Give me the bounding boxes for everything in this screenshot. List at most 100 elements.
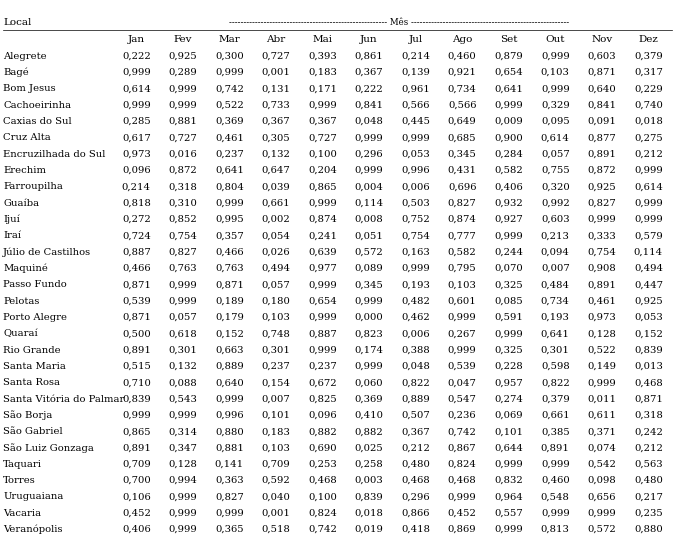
Text: 0,866: 0,866 (401, 509, 430, 518)
Text: Santa Maria: Santa Maria (3, 362, 66, 371)
Text: 0,999: 0,999 (168, 84, 197, 93)
Text: 0,466: 0,466 (122, 264, 151, 273)
Text: 0,284: 0,284 (494, 150, 523, 158)
Text: 0,999: 0,999 (308, 199, 337, 207)
Text: 0,212: 0,212 (401, 443, 430, 453)
Text: 0,563: 0,563 (634, 460, 663, 469)
Text: 0,822: 0,822 (401, 378, 430, 387)
Text: 0,867: 0,867 (448, 443, 476, 453)
Text: Alegrete: Alegrete (3, 52, 47, 61)
Text: 0,518: 0,518 (262, 525, 291, 534)
Text: 0,379: 0,379 (541, 395, 569, 403)
Text: 0,057: 0,057 (262, 280, 290, 289)
Text: 0,522: 0,522 (215, 100, 244, 110)
Text: 0,163: 0,163 (401, 247, 430, 257)
Text: 0,900: 0,900 (495, 133, 523, 143)
Text: 0,452: 0,452 (122, 509, 151, 518)
Text: 0,462: 0,462 (401, 313, 430, 322)
Text: Santa Vitória do Palmar: Santa Vitória do Palmar (3, 395, 125, 403)
Text: Guaíba: Guaíba (3, 199, 40, 207)
Text: 0,999: 0,999 (308, 313, 337, 322)
Text: 0,114: 0,114 (355, 199, 384, 207)
Text: 0,999: 0,999 (541, 509, 569, 518)
Text: 0,114: 0,114 (634, 247, 663, 257)
Text: 0,013: 0,013 (634, 362, 663, 371)
Text: Quaraí: Quaraí (3, 329, 38, 338)
Text: 0,727: 0,727 (168, 133, 197, 143)
Text: 0,999: 0,999 (401, 264, 430, 273)
Text: 0,180: 0,180 (262, 296, 291, 306)
Text: 0,345: 0,345 (448, 150, 476, 158)
Text: Iraí: Iraí (3, 231, 22, 240)
Text: 0,053: 0,053 (401, 150, 430, 158)
Text: 0,103: 0,103 (448, 280, 476, 289)
Text: 0,763: 0,763 (215, 264, 244, 273)
Text: 0,229: 0,229 (634, 84, 663, 93)
Text: 0,006: 0,006 (401, 182, 430, 191)
Text: 0,542: 0,542 (588, 460, 616, 469)
Text: 0,106: 0,106 (122, 492, 151, 501)
Text: 0,452: 0,452 (448, 509, 476, 518)
Text: 0,957: 0,957 (495, 378, 523, 387)
Text: 0,305: 0,305 (262, 133, 290, 143)
Text: Jan: Jan (128, 35, 145, 44)
Text: 0,253: 0,253 (308, 460, 337, 469)
Text: 0,882: 0,882 (355, 427, 384, 436)
Text: 0,447: 0,447 (634, 280, 663, 289)
Text: 0,832: 0,832 (495, 476, 523, 485)
Text: 0,222: 0,222 (355, 84, 384, 93)
Text: 0,661: 0,661 (262, 199, 290, 207)
Text: 0,748: 0,748 (262, 329, 291, 338)
Text: 0,357: 0,357 (215, 231, 244, 240)
Text: 0,301: 0,301 (262, 346, 291, 354)
Text: 0,640: 0,640 (588, 84, 616, 93)
Text: 0,100: 0,100 (308, 150, 337, 158)
Text: 0,727: 0,727 (262, 52, 290, 61)
Text: 0,582: 0,582 (495, 166, 523, 175)
Text: 0,685: 0,685 (448, 133, 476, 143)
Text: 0,039: 0,039 (262, 182, 290, 191)
Text: 0,603: 0,603 (541, 215, 569, 224)
Text: 0,592: 0,592 (262, 476, 290, 485)
Text: 0,189: 0,189 (215, 296, 244, 306)
Text: 0,871: 0,871 (215, 280, 244, 289)
Text: 0,154: 0,154 (262, 378, 291, 387)
Text: Júlio de Castilhos: Júlio de Castilhos (3, 247, 92, 257)
Text: 0,214: 0,214 (122, 182, 151, 191)
Text: 0,999: 0,999 (634, 166, 663, 175)
Text: Taquari: Taquari (3, 460, 42, 469)
Text: 0,152: 0,152 (215, 329, 244, 338)
Text: 0,301: 0,301 (168, 346, 197, 354)
Text: 0,999: 0,999 (355, 133, 384, 143)
Text: 0,921: 0,921 (448, 68, 476, 77)
Text: 0,641: 0,641 (541, 329, 570, 338)
Text: 0,823: 0,823 (355, 329, 384, 338)
Text: 0,296: 0,296 (355, 150, 384, 158)
Text: 0,019: 0,019 (355, 525, 384, 534)
Text: 0,579: 0,579 (634, 231, 663, 240)
Text: 0,363: 0,363 (215, 476, 244, 485)
Text: Ijuí: Ijuí (3, 215, 20, 224)
Text: 0,016: 0,016 (168, 150, 197, 158)
Text: 0,742: 0,742 (308, 525, 337, 534)
Text: 0,101: 0,101 (262, 411, 291, 420)
Text: 0,999: 0,999 (495, 525, 523, 534)
Text: 0,393: 0,393 (308, 52, 337, 61)
Text: 0,865: 0,865 (308, 182, 337, 191)
Text: 0,999: 0,999 (308, 346, 337, 354)
Text: 0,754: 0,754 (588, 247, 616, 257)
Text: 0,367: 0,367 (401, 427, 430, 436)
Text: 0,333: 0,333 (588, 231, 616, 240)
Text: 0,406: 0,406 (122, 525, 151, 534)
Text: Erechim: Erechim (3, 166, 46, 175)
Text: 0,656: 0,656 (588, 492, 616, 501)
Text: 0,235: 0,235 (634, 509, 663, 518)
Text: 0,754: 0,754 (401, 231, 430, 240)
Text: 0,999: 0,999 (215, 509, 244, 518)
Text: 0,999: 0,999 (122, 411, 151, 420)
Text: 0,179: 0,179 (215, 313, 244, 322)
Text: Farroupilha: Farroupilha (3, 182, 63, 191)
Text: 0,053: 0,053 (634, 313, 663, 322)
Text: 0,174: 0,174 (355, 346, 384, 354)
Text: 0,011: 0,011 (588, 395, 616, 403)
